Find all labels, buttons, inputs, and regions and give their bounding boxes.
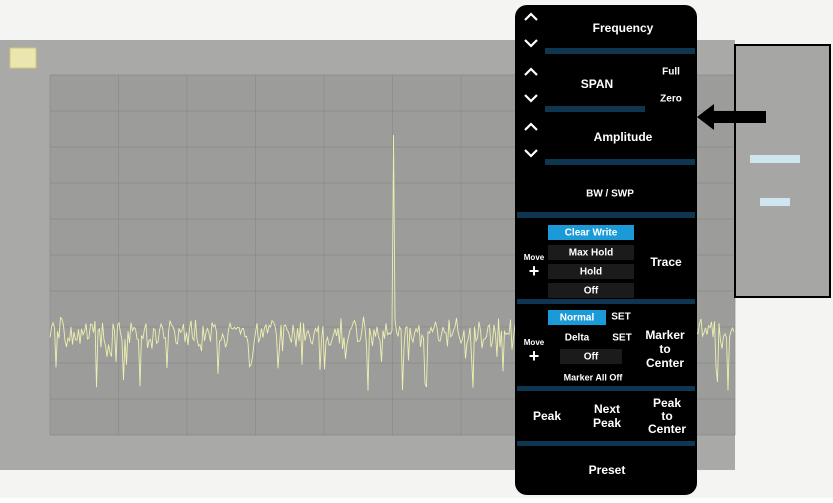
separator [545, 159, 695, 165]
marker-set[interactable]: SET [612, 333, 631, 344]
trace-option[interactable]: Hold [580, 267, 602, 278]
side-panel [734, 44, 831, 298]
trace-option[interactable]: Max Hold [569, 248, 613, 259]
logo [9, 47, 37, 69]
peak-section: Peak Next Peak Peak to Center [517, 396, 695, 446]
peak-to-center[interactable]: to [661, 409, 672, 423]
peak-to-center[interactable]: Peak [653, 396, 681, 410]
marker-set[interactable]: SET [611, 312, 630, 323]
separator [517, 299, 695, 304]
bw-swp-label[interactable]: BW / SWP [586, 189, 634, 200]
trace-section: Move + Clear Write Max Hold Hold Off Tra… [517, 225, 695, 304]
arrow [697, 104, 766, 130]
frequency-label[interactable]: Frequency [593, 21, 654, 35]
marker-to-center[interactable]: Center [646, 356, 684, 370]
preset[interactable]: Preset [589, 463, 626, 477]
option[interactable] [548, 264, 634, 279]
trace-label[interactable]: Trace [650, 255, 682, 269]
separator [517, 212, 695, 218]
marker-to-center[interactable]: to [659, 342, 670, 356]
marker-all-off[interactable]: Marker All Off [564, 372, 624, 382]
marker-normal-button[interactable] [548, 310, 606, 325]
side-field [760, 198, 790, 206]
move-label: Move [524, 253, 545, 262]
peak-to-center[interactable]: Center [648, 422, 686, 436]
marker-to-center[interactable]: Marker [645, 328, 685, 342]
separator [545, 106, 645, 112]
option[interactable] [548, 245, 634, 260]
side-field [750, 155, 800, 163]
down-chevron[interactable] [524, 149, 538, 158]
trace-option[interactable]: Clear Write [565, 228, 618, 239]
up-chevron[interactable] [524, 122, 538, 131]
option-selected[interactable] [548, 225, 634, 240]
separator [517, 386, 695, 391]
span-section[interactable]: SPAN Full Zero [524, 67, 682, 112]
move-icon[interactable]: + [529, 261, 540, 281]
next-peak[interactable]: Peak [593, 416, 621, 430]
span-full[interactable]: Full [662, 67, 680, 78]
up-chevron[interactable] [524, 12, 538, 21]
move-icon[interactable]: + [529, 346, 540, 366]
peak[interactable]: Peak [533, 409, 561, 423]
down-chevron[interactable] [524, 39, 538, 48]
frequency-section[interactable]: Frequency [524, 12, 695, 54]
down-chevron[interactable] [524, 94, 538, 103]
option[interactable] [560, 349, 622, 364]
marker-section: Move + Normal SET Delta SET Off Marker A… [517, 310, 695, 391]
span-zero[interactable]: Zero [660, 94, 682, 105]
up-chevron[interactable] [524, 67, 538, 76]
option[interactable] [548, 283, 634, 298]
marker-delta[interactable]: Delta [565, 333, 590, 344]
span-label[interactable]: SPAN [581, 77, 613, 91]
separator [517, 441, 695, 446]
trace-option[interactable]: Off [584, 286, 599, 297]
amplitude-section[interactable]: Amplitude [524, 122, 695, 165]
move-label: Move [524, 338, 545, 347]
separator [545, 48, 695, 54]
bw-section[interactable]: BW / SWP [517, 189, 695, 218]
marker-off[interactable]: Off [584, 352, 599, 363]
amplitude-label[interactable]: Amplitude [594, 130, 653, 144]
marker-normal[interactable]: Normal [560, 313, 595, 324]
next-peak[interactable]: Next [594, 402, 620, 416]
